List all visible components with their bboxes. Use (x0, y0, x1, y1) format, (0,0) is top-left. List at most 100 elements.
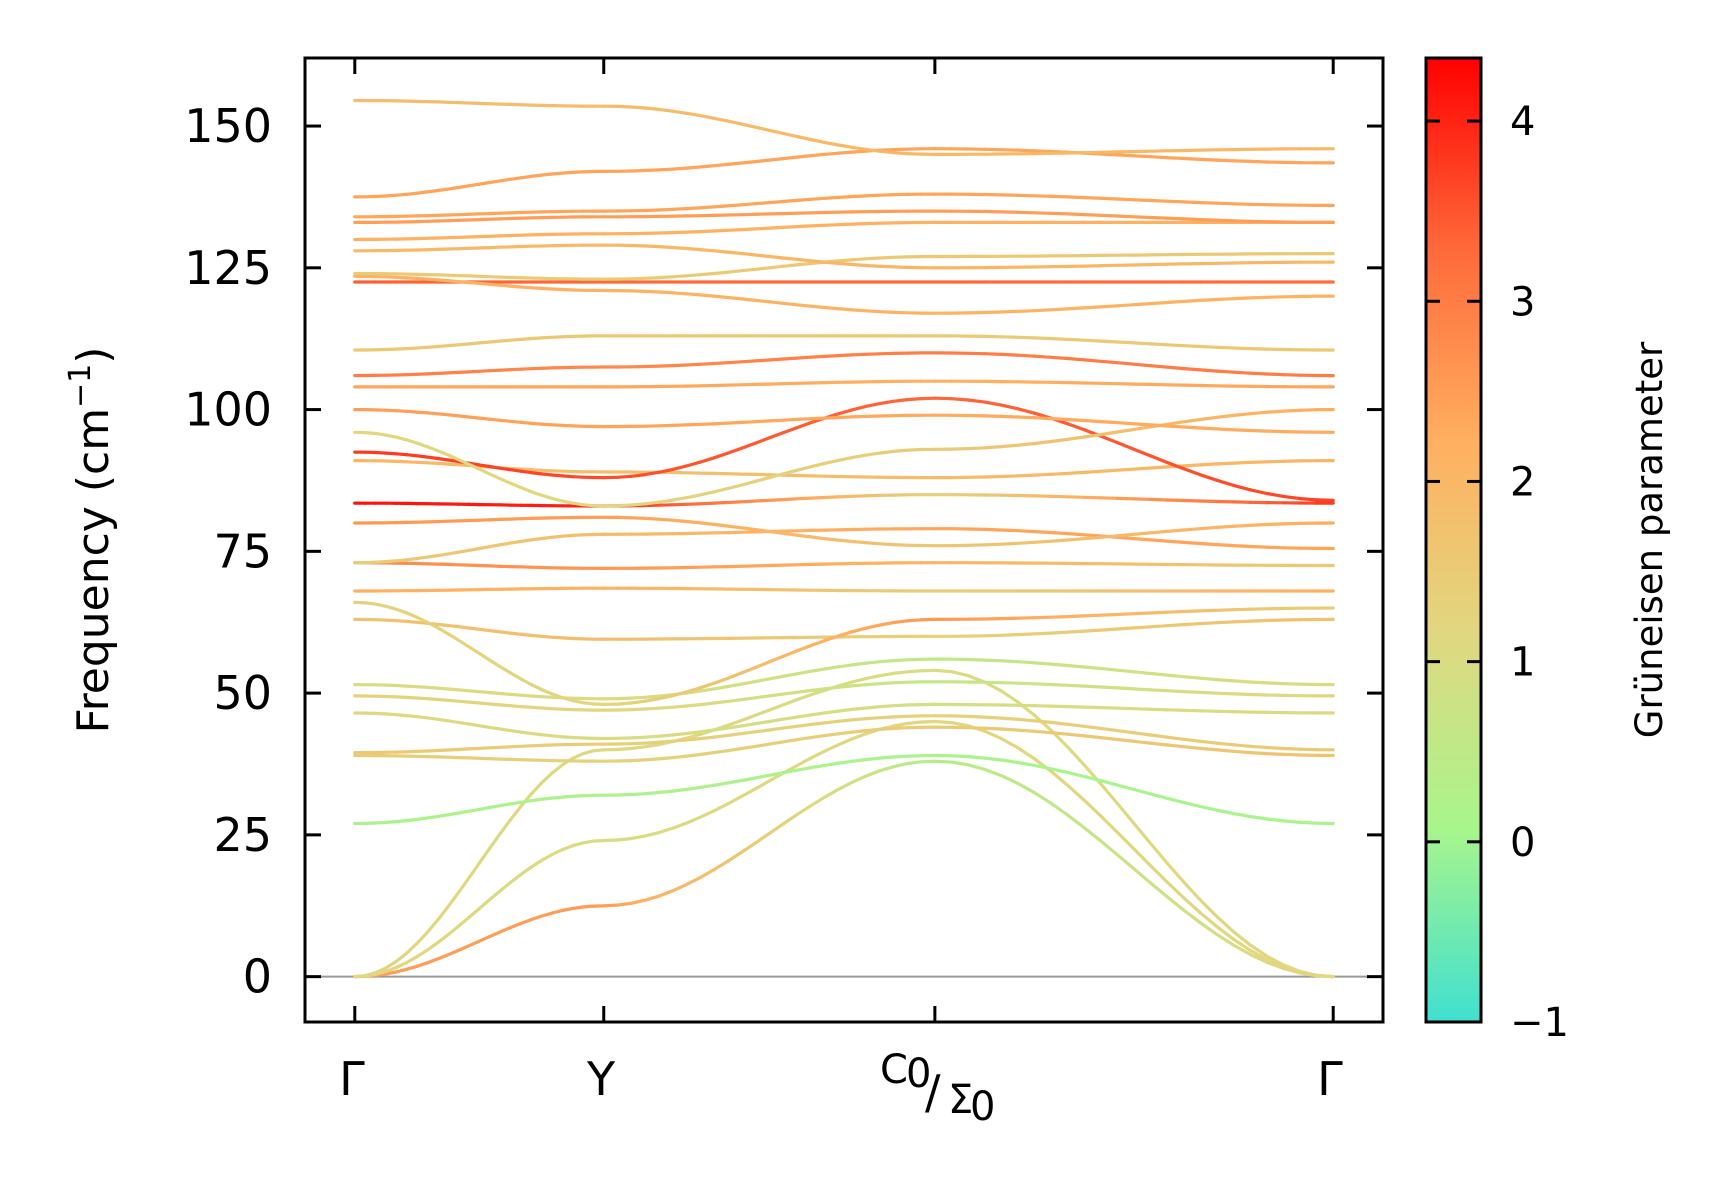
band-segment (436, 953, 450, 961)
band-segment (405, 941, 419, 955)
band-segment (740, 665, 758, 675)
band-segment (1148, 741, 1169, 747)
cb-tick-label: 0 (1510, 820, 1535, 866)
band-segment (740, 122, 758, 129)
band-segment (519, 538, 533, 544)
band-segment (508, 921, 523, 930)
band-segment (698, 750, 716, 757)
band-segment (809, 733, 827, 740)
band-segment (1032, 529, 1053, 535)
band-segment (1049, 630, 1070, 635)
band-segment (767, 128, 785, 135)
band-segment (1065, 212, 1086, 217)
band-segment (905, 669, 923, 674)
band-segment (394, 713, 409, 718)
band-segment (405, 346, 419, 351)
band-segment (1082, 305, 1103, 310)
band-segment (1215, 201, 1236, 206)
band-segment (1032, 211, 1053, 215)
band-segment (698, 248, 716, 253)
band-segment (1115, 441, 1136, 451)
band-segment (615, 503, 633, 508)
band-segment (671, 502, 689, 507)
band-segment (684, 111, 702, 118)
band-segment (1198, 746, 1219, 752)
band-segment (698, 205, 716, 210)
band-segment (1065, 422, 1086, 432)
band-segment (740, 202, 758, 207)
band-segment (1298, 408, 1319, 412)
band-segment (822, 665, 840, 671)
band-segment (1215, 524, 1236, 530)
colorbar-tick-labels: −1 0 1 2 3 4 (1510, 99, 1569, 1046)
band-segment (726, 524, 744, 530)
band-segment (1132, 302, 1153, 307)
y-axis-title-main: Frequency (cm (68, 408, 119, 734)
band-segment (467, 626, 481, 631)
band-segment (767, 822, 785, 836)
band-segment (425, 461, 440, 465)
band-segment (363, 431, 378, 436)
band-segment (712, 726, 730, 732)
band-segment (560, 735, 575, 740)
band-segment (1065, 770, 1086, 779)
band-segment (405, 713, 419, 719)
band-segment (822, 743, 840, 753)
band-segment (1065, 470, 1086, 475)
band-segment (1248, 948, 1269, 962)
band-segment (684, 273, 702, 278)
band-segment (1182, 498, 1203, 503)
band-segment (1115, 214, 1136, 219)
band-segment (698, 422, 716, 426)
band-segment (767, 418, 785, 423)
band-segment (1032, 539, 1053, 544)
band-segment (864, 623, 882, 630)
band-segment (394, 409, 409, 413)
band-segment (1082, 826, 1103, 843)
band-segment (394, 967, 409, 974)
band-segment (1099, 339, 1120, 344)
band-segment (1265, 545, 1286, 550)
band-segment (1032, 682, 1053, 687)
band-segment (1099, 726, 1120, 733)
band-segment (1231, 412, 1252, 417)
band-segment (1215, 158, 1236, 163)
band-segment (529, 536, 544, 542)
band-segment (1231, 370, 1252, 375)
band-segment (1065, 663, 1086, 669)
band-segment (1231, 679, 1252, 684)
band-segment (405, 619, 419, 624)
band-segment (1016, 717, 1037, 723)
band-segment (508, 176, 523, 181)
band-segment (966, 725, 987, 730)
band-segment (529, 705, 544, 710)
band-segment (836, 684, 854, 689)
band-segment (753, 728, 771, 734)
band-segment (850, 676, 868, 684)
band-segment (781, 263, 799, 268)
band-segment (1281, 373, 1302, 377)
band-segment (456, 458, 471, 466)
band-segment (1132, 847, 1153, 868)
band-segment (643, 500, 661, 506)
band-segment (425, 697, 440, 702)
band-segment (629, 735, 647, 740)
band-segment (767, 199, 785, 205)
band-segment (999, 148, 1020, 152)
band-segment (684, 519, 702, 525)
band-segment (643, 757, 661, 762)
band-segment (1265, 817, 1286, 823)
band-segment (560, 499, 575, 505)
band-segment (1298, 820, 1319, 825)
band-segment (1016, 632, 1037, 637)
band-segment (1099, 685, 1120, 690)
band-segment (508, 367, 523, 372)
band-segment (753, 419, 771, 424)
band-segment (753, 125, 771, 132)
band-segment (684, 493, 702, 500)
band-segment (836, 730, 854, 736)
band-segment (467, 182, 481, 188)
band-segment (519, 174, 533, 180)
band-segment (809, 687, 827, 693)
